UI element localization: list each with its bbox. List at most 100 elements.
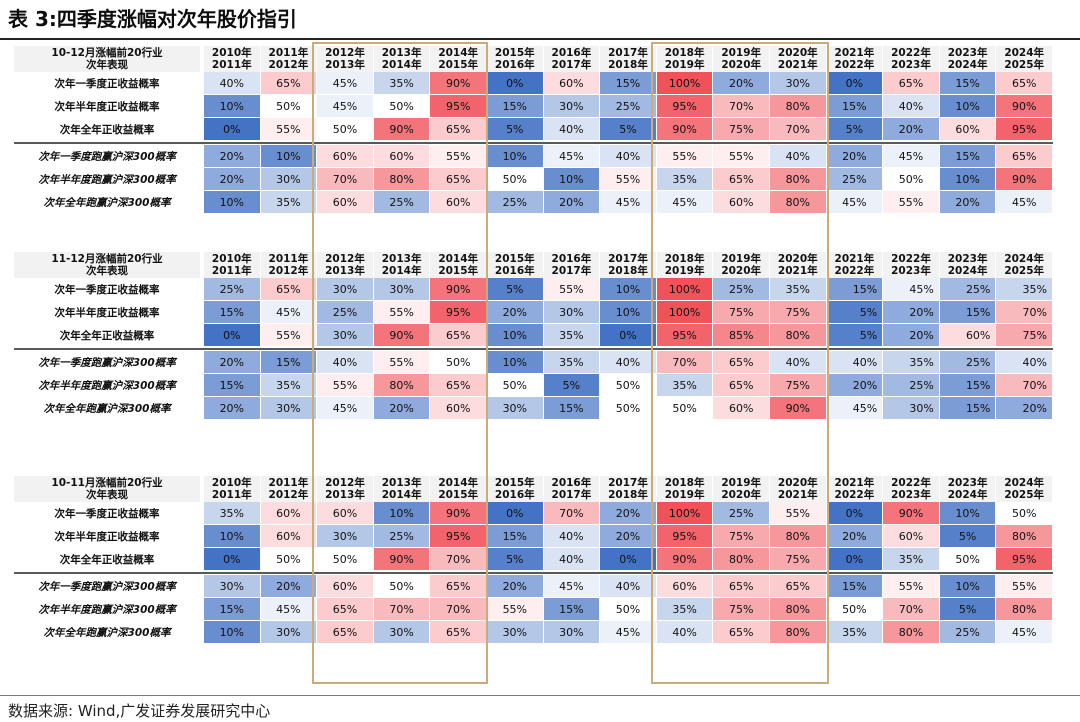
year-header: 2021年 2022年 [826,46,883,72]
heatmap-cell: 20% [260,575,317,597]
heatmap-cell: 95% [656,95,713,117]
heatmap-cell: 95% [996,548,1052,570]
heatmap-cell: 70% [656,351,713,373]
title-divider [0,38,1080,40]
heatmap-cell: 55% [770,502,826,524]
heatmap-cell: 20% [543,191,600,213]
heatmap-cell: 10% [487,351,543,373]
next-year: 2018年 [608,489,648,501]
next-year: 2019年 [664,59,705,71]
heatmap-cell: 0% [487,72,543,94]
base-year: 2020年 [777,47,818,59]
year-header: 2013年 2014年 [373,252,430,278]
row-label: 次年一季度跑赢沪深300概率 [14,145,200,167]
year-header: 2023年 2024年 [939,252,996,278]
base-year: 2015年 [494,253,535,265]
next-year: 2022年 [834,59,875,71]
base-year: 2024年 [1004,47,1045,59]
heatmap-cell: 45% [883,145,939,167]
heatmap-cell: 35% [543,351,600,373]
base-year: 2024年 [1004,477,1045,489]
row-group-divider [14,348,1053,350]
heatmap-cell: 60% [430,191,486,213]
heatmap-cell: 30% [317,525,373,547]
year-header: 2018年 2019年 [656,476,713,502]
heatmap-cell: 80% [770,95,826,117]
heatmap-cell: 95% [430,95,486,117]
year-header: 2014年 2015年 [430,252,486,278]
heatmap-cell: 95% [656,525,713,547]
heatmap-cell: 0% [600,324,656,346]
heatmap-cell: 20% [826,374,883,396]
heatmap-cell: 90% [656,118,713,140]
heatmap-cell: 15% [204,374,260,396]
heatmap-cell: 20% [826,525,883,547]
base-year: 2021年 [834,47,875,59]
heatmap-cell: 55% [317,374,373,396]
next-year: 2023年 [891,489,931,501]
heatmap-cell: 10% [204,621,260,643]
heatmap-cell: 35% [826,621,883,643]
row-label: 次年半年度正收益概率 [14,95,200,117]
year-header: 2015年 2016年 [487,252,543,278]
heatmap-cell: 0% [487,502,543,524]
row-label: 次年一季度正收益概率 [14,72,200,94]
heatmap-cell: 50% [600,397,656,419]
base-year: 2017年 [608,47,648,59]
heatmap-cell: 65% [430,575,486,597]
section-header-label: 10-11月涨幅前20行业 次年表现 [14,476,200,502]
heatmap-cell: 50% [373,575,430,597]
heatmap-cell: 45% [317,72,373,94]
heatmap-cell: 0% [600,548,656,570]
heatmap-cell: 40% [543,548,600,570]
heatmap-cell: 60% [543,72,600,94]
heatmap-cell: 40% [317,351,373,373]
row-label: 次年半年度正收益概率 [14,301,200,323]
next-year: 2025年 [1004,265,1045,277]
base-year: 2014年 [438,477,479,489]
heatmap-cell: 15% [543,598,600,620]
heatmap-cell: 0% [826,72,883,94]
heatmap-cell: 20% [826,145,883,167]
heatmap-cell: 50% [996,502,1052,524]
heatmap-cell: 60% [260,502,317,524]
heatmap-cell: 35% [656,598,713,620]
year-header: 2014年 2015年 [430,476,486,502]
heatmap-cell: 5% [939,598,996,620]
base-year: 2018年 [664,477,705,489]
year-header: 2010年 2011年 [204,46,260,72]
heatmap-cell: 5% [487,548,543,570]
year-header: 2012年 2013年 [317,476,373,502]
heatmap-cell: 10% [260,145,317,167]
next-year: 2021年 [777,489,818,501]
heatmap-cell: 45% [543,145,600,167]
heatmap-cell: 60% [939,118,996,140]
base-year: 2010年 [211,253,252,265]
heatmap-cell: 30% [373,278,430,300]
heatmap-cell: 5% [600,118,656,140]
heatmap-cell: 15% [939,145,996,167]
next-year: 2015年 [438,489,479,501]
heatmap-cell: 55% [373,301,430,323]
heatmap-cell: 35% [883,351,939,373]
heatmap-cell: 65% [713,168,769,190]
year-header: 2020年 2021年 [770,252,826,278]
heatmap-cell: 0% [204,324,260,346]
year-header: 2014年 2015年 [430,46,486,72]
next-year: 2019年 [664,265,705,277]
heatmap-cell: 70% [713,95,769,117]
heatmap-cell: 75% [996,324,1052,346]
next-year: 2016年 [494,265,535,277]
base-year: 2013年 [381,477,422,489]
heatmap-cell: 65% [713,374,769,396]
next-year: 2020年 [721,265,762,277]
year-header: 2022年 2023年 [883,476,939,502]
heatmap-cell: 5% [487,278,543,300]
next-year: 2025年 [1004,489,1045,501]
heatmap-cell: 65% [713,621,769,643]
base-year: 2011年 [268,253,309,265]
year-header: 2024年 2025年 [996,252,1052,278]
heatmap-cell: 15% [204,301,260,323]
base-year: 2020年 [777,477,818,489]
heatmap-cell: 80% [770,324,826,346]
